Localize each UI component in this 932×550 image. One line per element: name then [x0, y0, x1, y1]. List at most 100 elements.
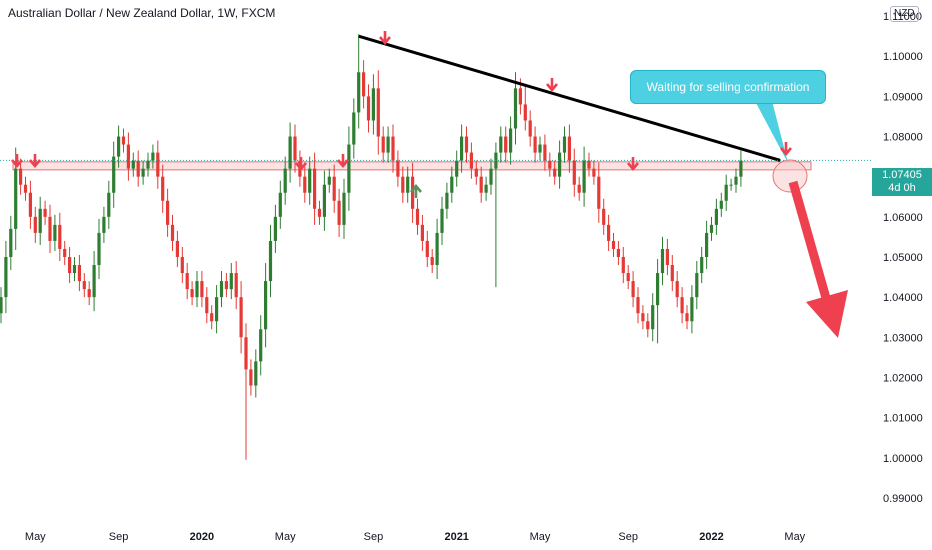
- resistance-zone: [12, 161, 812, 171]
- candle: [82, 273, 86, 298]
- down-arrow-icon: [627, 157, 639, 172]
- x-tick-label: Sep: [618, 531, 638, 543]
- candle: [690, 285, 694, 334]
- candle: [68, 246, 72, 284]
- candle: [117, 125, 121, 168]
- candle: [513, 72, 518, 145]
- candle: [215, 285, 219, 334]
- candle: [636, 287, 640, 324]
- y-tick-label: 1.06000: [883, 212, 923, 224]
- support-arrow: [410, 183, 422, 198]
- y-tick-label: 1.05000: [883, 252, 923, 264]
- last-price-value: 1.07405: [882, 169, 922, 181]
- candle: [543, 134, 547, 171]
- candle: [97, 218, 101, 280]
- down-arrow-icon: [295, 157, 307, 172]
- candle: [729, 178, 733, 191]
- candle: [621, 246, 625, 284]
- candle: [567, 124, 571, 173]
- candle: [288, 122, 292, 183]
- candle: [190, 281, 194, 306]
- candle: [660, 236, 665, 286]
- candle: [509, 116, 513, 165]
- candle: [200, 271, 204, 308]
- candle: [357, 34, 361, 129]
- candle: [548, 152, 552, 177]
- candle: [670, 254, 674, 292]
- candle: [229, 263, 233, 300]
- candle: [675, 271, 679, 308]
- candle: [151, 144, 155, 169]
- annotation-callout[interactable]: Waiting for selling confirmation: [630, 70, 826, 104]
- candle: [631, 271, 635, 308]
- candle: [362, 60, 366, 109]
- candle: [533, 126, 537, 163]
- candle: [268, 224, 273, 298]
- candle: [185, 263, 189, 300]
- candle: [317, 200, 322, 225]
- candle: [121, 128, 126, 153]
- candle: [4, 240, 8, 314]
- candle: [489, 158, 493, 195]
- candle: [494, 142, 498, 288]
- y-tick-label: 1.04000: [883, 292, 923, 304]
- candle: [406, 166, 410, 203]
- candle: [646, 313, 650, 338]
- candle: [714, 198, 718, 235]
- currency-badge[interactable]: NZD: [890, 6, 919, 22]
- candle: [72, 256, 77, 282]
- candle: [523, 84, 527, 131]
- y-tick-label: 1.02000: [883, 372, 923, 384]
- candle: [166, 188, 170, 237]
- resistance-arrows: [11, 31, 792, 172]
- candle: [131, 152, 135, 177]
- candle: [460, 124, 464, 173]
- x-tick-label: 2021: [444, 531, 468, 543]
- countdown-value: 4d 0h: [888, 182, 916, 194]
- candle: [92, 250, 96, 312]
- chart-title: Australian Dollar / New Zealand Dollar, …: [8, 6, 276, 20]
- candle: [77, 254, 81, 292]
- candle: [141, 160, 145, 185]
- candle: [474, 160, 478, 185]
- candle: [420, 214, 424, 251]
- down-arrow-icon: [11, 154, 23, 169]
- candle: [283, 156, 287, 205]
- candle: [528, 110, 532, 147]
- candle: [464, 126, 469, 163]
- candle: [611, 232, 616, 257]
- candle: [102, 206, 106, 243]
- candle: [626, 265, 630, 290]
- candle: [264, 263, 268, 348]
- candle: [249, 359, 253, 396]
- candle: [322, 170, 326, 231]
- candle: [430, 248, 434, 274]
- candle: [558, 140, 562, 189]
- candle: [234, 261, 238, 310]
- candle: [254, 349, 258, 398]
- candle: [562, 126, 567, 163]
- last-price-tag: 1.07405 4d 0h: [872, 168, 932, 196]
- y-tick-label: 0.99000: [883, 493, 923, 505]
- candle: [112, 141, 116, 208]
- y-tick-label: 1.09000: [883, 91, 923, 103]
- candle: [308, 156, 312, 205]
- candle: [739, 150, 743, 187]
- candle: [58, 212, 62, 262]
- candle: [695, 261, 699, 310]
- candle: [33, 206, 37, 243]
- candle: [278, 180, 282, 229]
- candle: [592, 160, 596, 185]
- candle: [479, 166, 483, 203]
- candle: [665, 238, 669, 276]
- down-arrow-icon: [780, 142, 792, 157]
- candle: [582, 146, 586, 207]
- candle: [371, 74, 375, 135]
- candle: [136, 150, 140, 187]
- candle: [391, 124, 395, 173]
- candle: [705, 220, 709, 270]
- down-arrow-icon: [379, 31, 391, 46]
- x-tick-label: May: [784, 531, 805, 543]
- candle: [656, 259, 660, 344]
- candle: [303, 166, 307, 203]
